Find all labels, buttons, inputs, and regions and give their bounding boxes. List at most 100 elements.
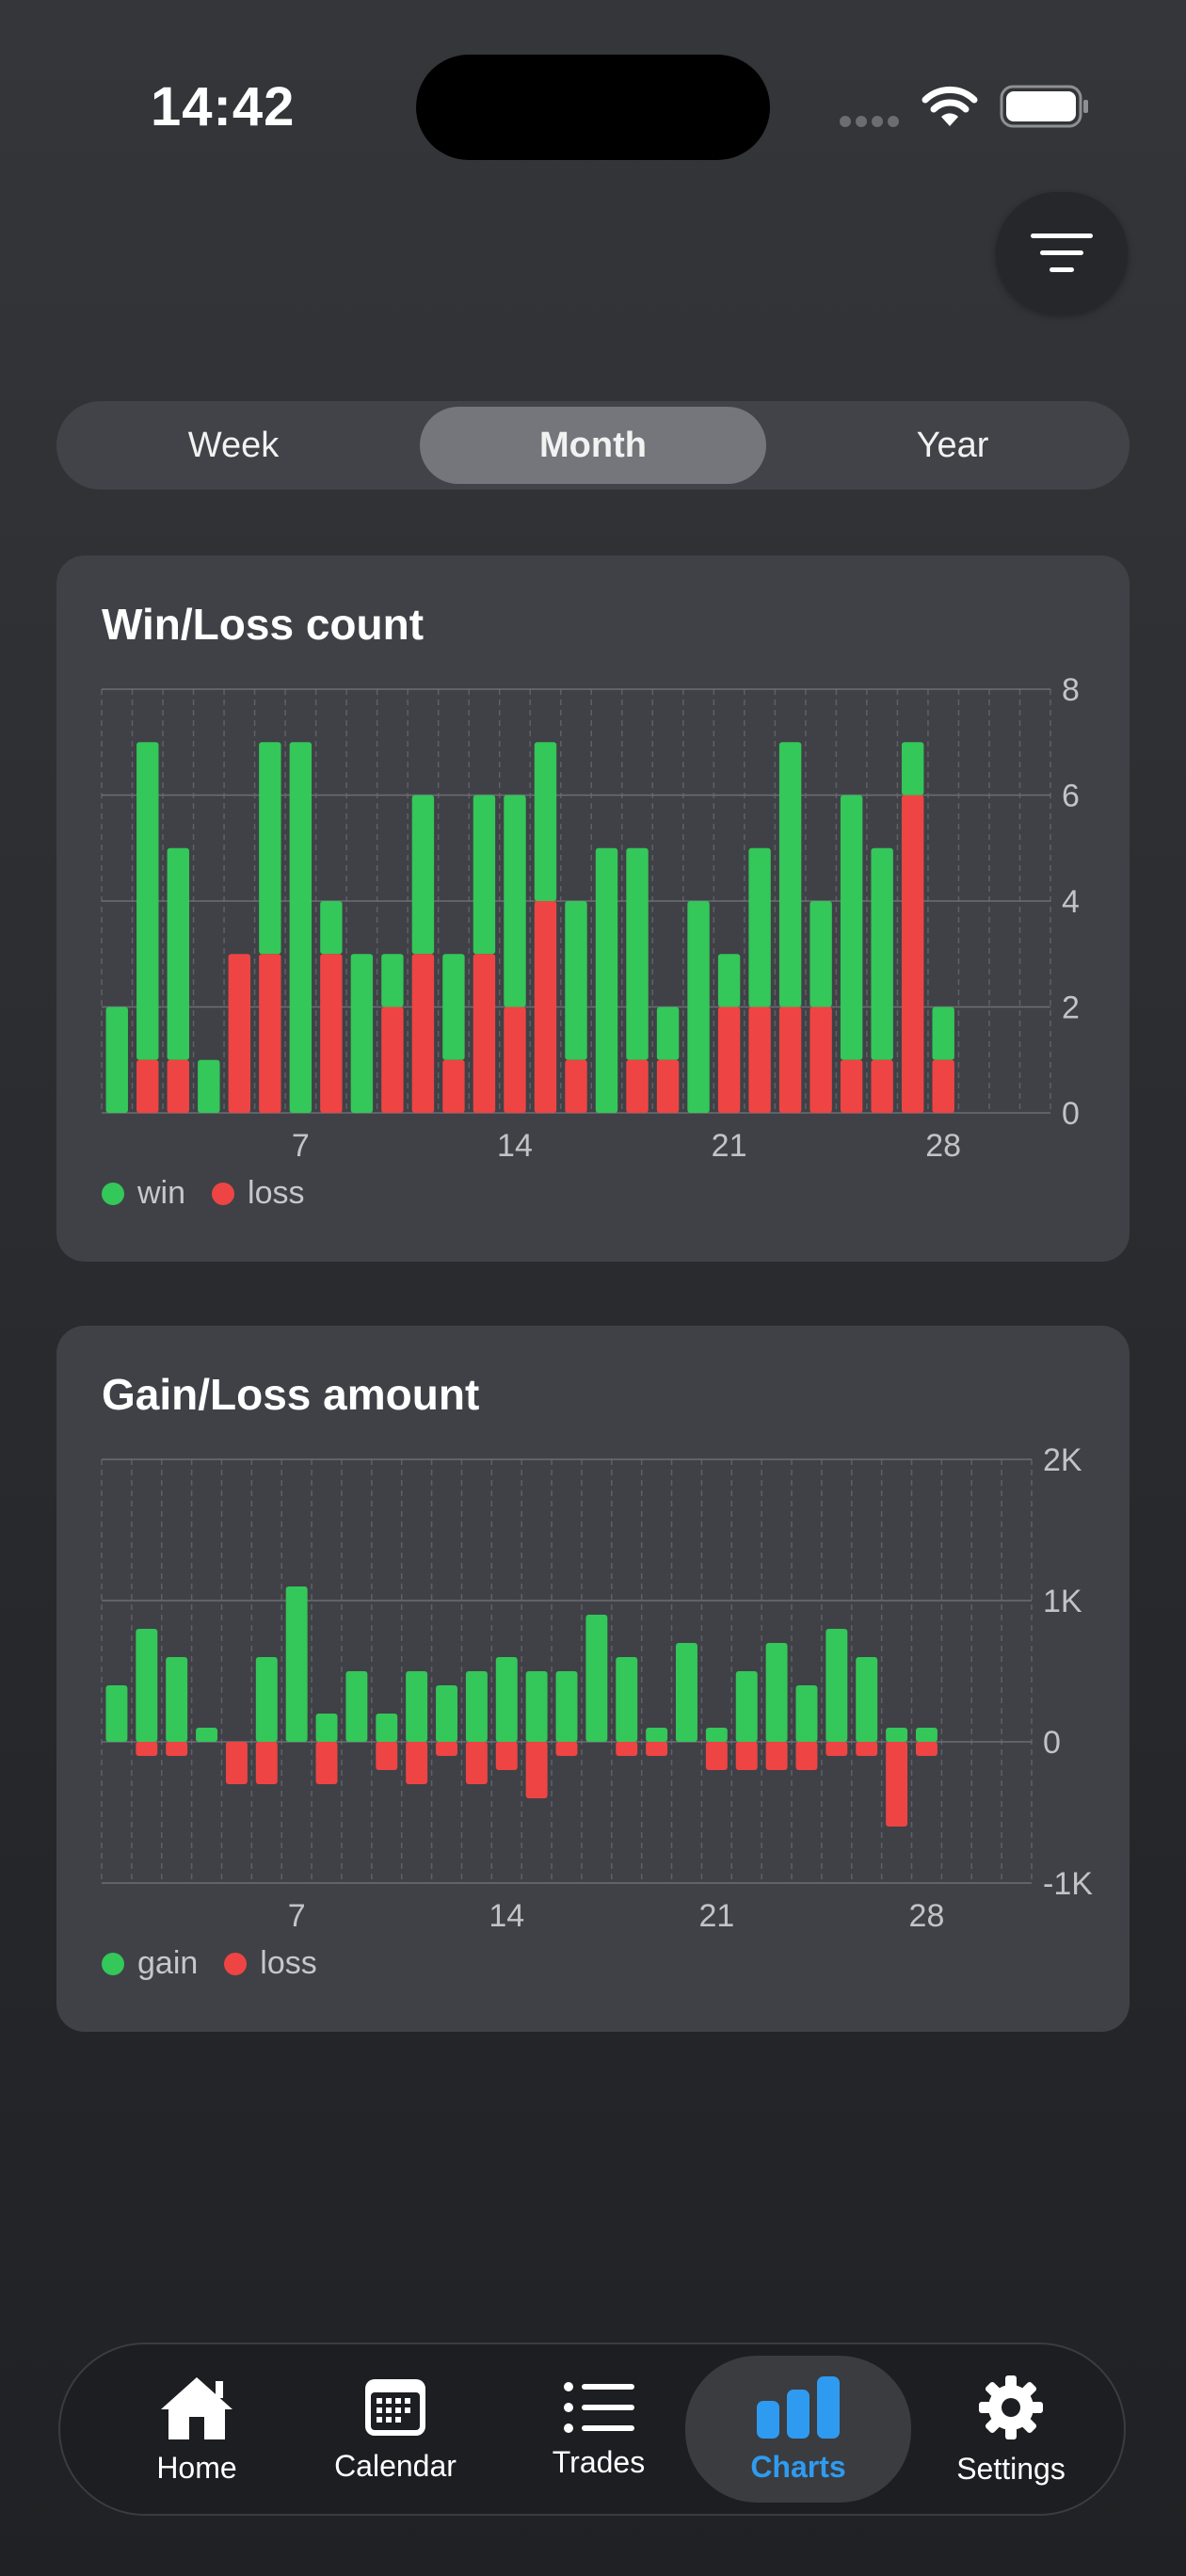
gainloss-bar-loss bbox=[765, 1742, 788, 1770]
tab-calendar[interactable]: Calendar bbox=[303, 2344, 488, 2514]
winloss-bar-win bbox=[534, 742, 557, 901]
loss-legend-label: loss bbox=[260, 1945, 317, 1981]
tab-home[interactable]: Home bbox=[107, 2344, 286, 2514]
gear-icon bbox=[979, 2375, 1043, 2439]
winloss-bar-win bbox=[473, 795, 496, 955]
winloss-bar-loss bbox=[411, 954, 435, 1113]
winloss-bar-win bbox=[932, 1006, 954, 1060]
winloss-chart: 0 2 4 6 8 7 14 21 28 bbox=[101, 672, 1080, 1164]
winloss-bar-win bbox=[136, 742, 159, 1060]
gainloss-bar-loss bbox=[166, 1742, 188, 1756]
filter-icon bbox=[1031, 233, 1093, 272]
gainloss-bar-loss bbox=[555, 1742, 578, 1756]
battery-icon bbox=[1000, 85, 1088, 128]
gainloss-bar-loss bbox=[525, 1742, 548, 1798]
winloss-bar-win bbox=[259, 742, 281, 955]
winloss-bar-loss bbox=[932, 1059, 954, 1113]
gain-legend-dot bbox=[102, 1952, 124, 1975]
gain-legend-label: gain bbox=[137, 1945, 199, 1981]
winloss-bar-loss bbox=[228, 954, 251, 1113]
winloss-bar-loss bbox=[320, 954, 343, 1113]
winloss-bar-loss bbox=[809, 1006, 832, 1113]
winloss-x-tick-label: 7 bbox=[292, 1128, 310, 1164]
win-legend-dot bbox=[102, 1182, 124, 1205]
gainloss-bar-gain bbox=[795, 1685, 818, 1742]
winloss-bar-win bbox=[411, 795, 435, 955]
segment-year[interactable]: Year bbox=[916, 425, 989, 465]
gainloss-y-tick-label: -1K bbox=[1043, 1866, 1093, 1902]
gainloss-bar-loss bbox=[795, 1742, 818, 1770]
segment-month[interactable]: Month bbox=[420, 407, 766, 484]
tab-trades[interactable]: Trades bbox=[506, 2344, 691, 2514]
gainloss-bar-gain bbox=[646, 1728, 668, 1742]
winloss-bar-win bbox=[442, 954, 465, 1060]
winloss-bar-win bbox=[901, 742, 924, 796]
gainloss-bar-loss bbox=[315, 1742, 338, 1784]
gainloss-legend: gain loss bbox=[102, 1945, 344, 1982]
winloss-bar-loss bbox=[167, 1059, 189, 1113]
gainloss-bar-gain bbox=[166, 1657, 188, 1742]
winloss-bar-win bbox=[320, 901, 343, 955]
winloss-bar-win bbox=[289, 742, 313, 1113]
winloss-bar-loss bbox=[626, 1059, 649, 1113]
cellular-signal-icon bbox=[840, 115, 907, 128]
filter-button[interactable] bbox=[996, 192, 1128, 314]
gainloss-bar-gain bbox=[765, 1643, 788, 1742]
winloss-bar-loss bbox=[717, 1006, 741, 1113]
tab-bar: Home Calendar Trades Ch bbox=[58, 2343, 1126, 2516]
loss-legend-dot bbox=[212, 1182, 235, 1205]
gainloss-bar-loss bbox=[255, 1742, 278, 1784]
gainloss-bar-loss bbox=[915, 1742, 938, 1756]
gainloss-bar-loss bbox=[376, 1742, 398, 1770]
winloss-bar-loss bbox=[442, 1059, 465, 1113]
winloss-chart-title: Win/Loss count bbox=[102, 600, 425, 649]
gainloss-bar-loss bbox=[735, 1742, 758, 1770]
gainloss-bar-gain bbox=[585, 1615, 608, 1742]
gainloss-bar-gain bbox=[495, 1657, 518, 1742]
tab-settings-label: Settings bbox=[956, 2451, 1066, 2486]
gainloss-x-tick-label: 7 bbox=[288, 1898, 306, 1934]
status-time: 14:42 bbox=[151, 76, 296, 137]
winloss-bar-loss bbox=[259, 954, 281, 1113]
segment-week[interactable]: Week bbox=[187, 425, 280, 465]
period-segmented-control: Week Month Year bbox=[56, 401, 1130, 490]
gainloss-bar-loss bbox=[225, 1742, 248, 1784]
winloss-bar-loss bbox=[534, 901, 557, 1113]
gainloss-y-tick-label: 2K bbox=[1043, 1442, 1082, 1478]
gainloss-y-tick-label: 0 bbox=[1043, 1725, 1061, 1761]
tab-settings[interactable]: Settings bbox=[919, 2344, 1103, 2514]
winloss-bar-win bbox=[809, 901, 832, 1007]
calendar-icon bbox=[365, 2378, 425, 2436]
winloss-bar-win bbox=[871, 847, 893, 1060]
winloss-bar-loss bbox=[840, 1059, 863, 1113]
winloss-y-tick-label: 4 bbox=[1062, 884, 1080, 920]
gainloss-bar-gain bbox=[196, 1728, 218, 1742]
win-legend-label: win bbox=[137, 1175, 186, 1211]
gainloss-x-tick-label: 14 bbox=[489, 1898, 524, 1934]
winloss-bar-win bbox=[778, 742, 802, 1007]
gainloss-bar-gain bbox=[525, 1671, 548, 1742]
winloss-bar-loss bbox=[504, 1006, 526, 1113]
gainloss-bar-loss bbox=[495, 1742, 518, 1770]
winloss-x-tick-label: 14 bbox=[497, 1128, 533, 1164]
gainloss-bar-gain bbox=[676, 1643, 697, 1742]
gainloss-bar-loss bbox=[646, 1742, 668, 1756]
tab-home-label: Home bbox=[156, 2450, 237, 2485]
gainloss-bar-gain bbox=[616, 1657, 638, 1742]
winloss-bar-loss bbox=[473, 954, 496, 1113]
tab-charts-label: Charts bbox=[750, 2449, 846, 2484]
gainloss-bar-loss bbox=[136, 1742, 158, 1756]
gainloss-bar-gain bbox=[315, 1714, 338, 1742]
loss-legend-label: loss bbox=[248, 1175, 305, 1211]
tab-charts[interactable]: Charts bbox=[685, 2356, 911, 2503]
gainloss-bar-gain bbox=[886, 1728, 908, 1742]
winloss-y-tick-label: 8 bbox=[1062, 672, 1080, 708]
winloss-bar-win bbox=[381, 954, 404, 1007]
winloss-bar-loss bbox=[565, 1059, 587, 1113]
bar-chart-icon bbox=[757, 2375, 840, 2439]
wifi-icon bbox=[922, 86, 978, 126]
winloss-bar-win bbox=[198, 1059, 220, 1113]
gainloss-bar-loss bbox=[705, 1742, 728, 1770]
tab-calendar-label: Calendar bbox=[334, 2448, 457, 2483]
gainloss-bar-gain bbox=[136, 1629, 158, 1742]
